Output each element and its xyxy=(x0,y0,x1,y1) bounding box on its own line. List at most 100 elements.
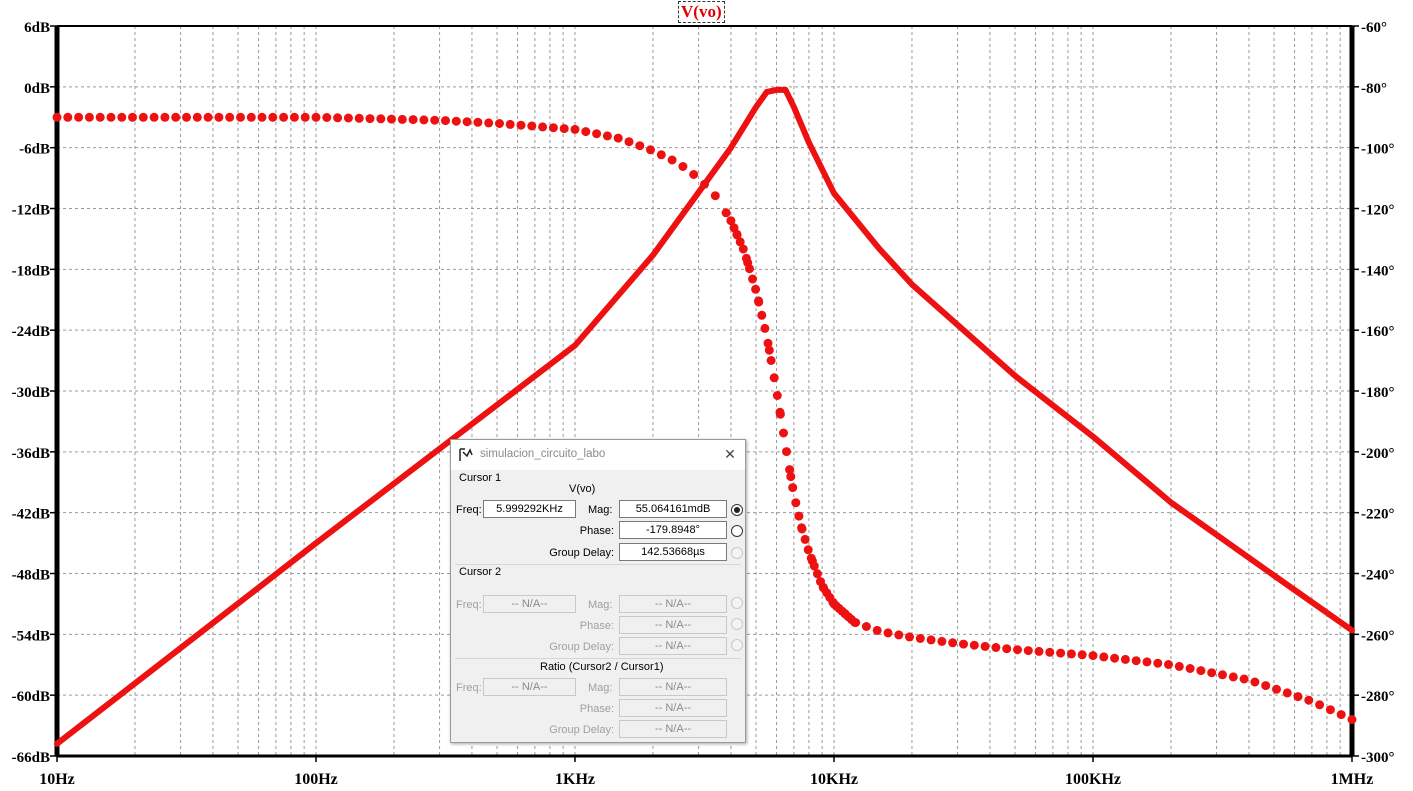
phase-trace-point[interactable] xyxy=(1239,674,1249,684)
phase-trace-point[interactable] xyxy=(1099,652,1109,662)
phase-trace-point[interactable] xyxy=(613,133,623,143)
phase-trace-point[interactable] xyxy=(279,112,289,122)
phase-trace-point[interactable] xyxy=(915,634,925,643)
phase-trace-point[interactable] xyxy=(937,636,947,646)
phase-trace-point[interactable] xyxy=(225,112,235,122)
ratio-mag-field[interactable]: -- N/A-- xyxy=(619,678,727,696)
phase-trace-point[interactable] xyxy=(812,569,822,579)
phase-trace-point[interactable] xyxy=(376,114,386,124)
phase-trace-point[interactable] xyxy=(408,115,418,125)
phase-trace-point[interactable] xyxy=(1196,666,1206,676)
phase-trace-point[interactable] xyxy=(745,264,754,274)
phase-trace-point[interactable] xyxy=(700,179,709,189)
phase-trace-point[interactable] xyxy=(1228,672,1238,682)
phase-trace-point[interactable] xyxy=(635,141,645,151)
phase-trace-point[interactable] xyxy=(63,112,73,122)
phase-trace-point[interactable] xyxy=(257,112,267,122)
phase-trace-point[interactable] xyxy=(1142,657,1152,667)
phase-trace-point[interactable] xyxy=(1304,695,1314,705)
phase-trace-point[interactable] xyxy=(872,625,882,635)
phase-trace-point[interactable] xyxy=(656,150,666,160)
phase-trace-point[interactable] xyxy=(788,483,798,493)
phase-trace-point[interactable] xyxy=(538,122,548,132)
phase-trace-point[interactable] xyxy=(1293,692,1303,702)
phase-trace-point[interactable] xyxy=(1002,644,1012,654)
phase-trace-point[interactable] xyxy=(806,553,816,563)
phase-trace-point[interactable] xyxy=(214,112,224,122)
c1-mag-field[interactable]: 55.064161mdB xyxy=(619,500,727,518)
c2-group-delay-radio[interactable] xyxy=(731,639,743,651)
phase-trace-point[interactable] xyxy=(948,638,958,648)
c1-mag-radio[interactable] xyxy=(731,504,743,516)
phase-trace-point[interactable] xyxy=(354,113,364,123)
phase-trace-point[interactable] xyxy=(602,131,612,141)
phase-trace-point[interactable] xyxy=(106,112,116,122)
c2-freq-field[interactable]: -- N/A-- xyxy=(483,595,576,613)
phase-trace-point[interactable] xyxy=(850,617,859,627)
phase-trace-point[interactable] xyxy=(462,117,472,127)
phase-trace-point[interactable] xyxy=(1261,681,1271,691)
phase-trace-point[interactable] xyxy=(182,112,191,122)
phase-trace-point[interactable] xyxy=(333,113,343,123)
magnitude-trace[interactable] xyxy=(54,86,1355,747)
phase-trace-point[interactable] xyxy=(203,112,213,122)
phase-trace-point[interactable] xyxy=(1056,648,1066,658)
phase-trace-point[interactable] xyxy=(1185,664,1195,673)
phase-trace-point[interactable] xyxy=(791,498,801,508)
phase-trace-point[interactable] xyxy=(1250,677,1260,687)
phase-trace-point[interactable] xyxy=(763,338,773,348)
phase-trace-point[interactable] xyxy=(764,345,774,355)
phase-trace-point[interactable] xyxy=(581,127,591,137)
phase-trace-point[interactable] xyxy=(905,632,914,642)
phase-trace-point[interactable] xyxy=(441,116,450,126)
phase-trace-point[interactable] xyxy=(484,118,494,128)
phase-trace-point[interactable] xyxy=(786,472,796,482)
phase-trace-point[interactable] xyxy=(1347,715,1357,724)
c1-phase-radio[interactable] xyxy=(731,525,743,537)
phase-trace-point[interactable] xyxy=(1174,661,1184,671)
c2-phase-field[interactable]: -- N/A-- xyxy=(619,616,727,634)
ratio-freq-field[interactable]: -- N/A-- xyxy=(483,678,576,696)
phase-trace-point[interactable] xyxy=(365,114,375,124)
phase-trace-point[interactable] xyxy=(451,116,461,126)
phase-trace-point[interactable] xyxy=(1325,705,1335,715)
phase-trace-point[interactable] xyxy=(710,191,720,201)
phase-trace-point[interactable] xyxy=(473,117,483,127)
phase-trace-point[interactable] xyxy=(667,155,677,165)
phase-trace-point[interactable] xyxy=(192,112,202,122)
phase-trace-point[interactable] xyxy=(397,114,407,124)
phase-trace-point[interactable] xyxy=(430,115,440,125)
phase-trace-point[interactable] xyxy=(1131,656,1141,666)
phase-trace-point[interactable] xyxy=(1153,658,1163,668)
phase-trace-point[interactable] xyxy=(246,112,256,122)
phase-trace-point[interactable] xyxy=(775,409,785,419)
phase-trace-point[interactable] xyxy=(84,112,94,122)
phase-trace-point[interactable] xyxy=(74,112,84,122)
phase-trace-point[interactable] xyxy=(343,113,353,123)
phase-trace-point[interactable] xyxy=(128,112,137,122)
c1-group-delay-field[interactable]: 142.53668µs xyxy=(619,543,727,561)
phase-trace-point[interactable] xyxy=(785,465,795,475)
phase-trace-point[interactable] xyxy=(138,112,148,122)
phase-trace-point[interactable] xyxy=(735,237,745,247)
phase-trace-point[interactable] xyxy=(1336,710,1346,720)
phase-trace-point[interactable] xyxy=(689,170,699,179)
c1-group-delay-radio[interactable] xyxy=(731,547,743,559)
phase-trace-point[interactable] xyxy=(419,115,429,125)
phase-trace-point[interactable] xyxy=(738,244,748,254)
phase-trace-point[interactable] xyxy=(809,561,819,571)
phase-trace-point[interactable] xyxy=(592,129,602,139)
phase-trace-point[interactable] xyxy=(1077,650,1087,660)
dialog-titlebar[interactable]: simulacion_circuito_labo ✕ xyxy=(451,440,745,470)
phase-trace-point[interactable] xyxy=(548,123,558,133)
phase-trace-point[interactable] xyxy=(794,511,804,521)
phase-trace-point[interactable] xyxy=(969,640,979,650)
phase-trace-point[interactable] xyxy=(959,639,968,649)
phase-trace-point[interactable] xyxy=(991,643,1001,652)
phase-trace-point[interactable] xyxy=(797,524,807,534)
phase-trace-point[interactable] xyxy=(678,162,688,171)
c1-freq-field[interactable]: 5.999292KHz xyxy=(483,500,576,518)
phase-trace-point[interactable] xyxy=(729,223,739,233)
phase-trace-point[interactable] xyxy=(1120,654,1130,664)
phase-trace-point[interactable] xyxy=(894,630,904,640)
